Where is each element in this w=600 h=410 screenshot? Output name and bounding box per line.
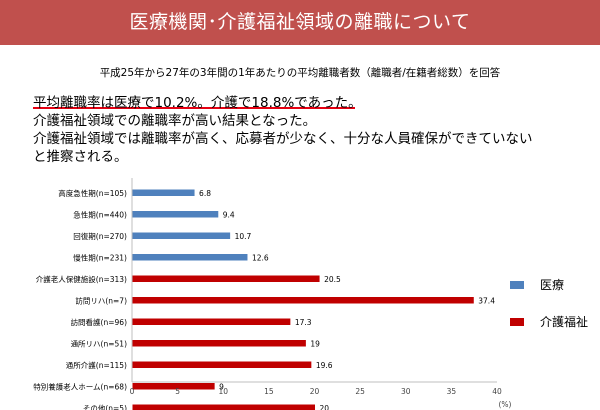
bar-chart: 高度急性期(n=105) 6.8 急性期(n=440) 9.4 回復期(n=270) 10… [33,178,588,410]
category-label: 通所リハ(n=51) [71,338,128,348]
value-label: 9 [219,382,224,391]
category-label: 通所介護(n=115) [66,360,127,370]
value-label: 17.3 [295,318,312,327]
bar [132,318,291,325]
x-tick-label: 15 [264,387,274,396]
value-label: 19.6 [316,361,333,370]
category-label: その他(n=5) [83,403,127,410]
bar [132,383,215,390]
category-label: 訪問看護(n=96) [71,317,128,327]
value-label: 9.4 [223,210,235,219]
value-label: 37.4 [478,296,495,305]
x-tick-label: 25 [355,387,365,396]
bar [132,189,195,196]
legend-swatch [510,318,524,326]
legend-label: 介護福祉 [540,314,588,329]
category-label: 介護老人保健施設(n=313) [36,274,127,284]
x-unit-label: (%) [499,400,512,409]
bar [132,211,219,218]
value-label: 20.5 [324,275,341,284]
bar [132,275,320,282]
value-label: 19 [310,339,320,348]
x-tick-label: 5 [175,387,180,396]
bar [132,297,474,304]
x-tick-label: 20 [310,387,320,396]
value-label: 12.6 [252,253,269,262]
summary-line-inference: 介護福祉領域では離職率が高く、応募者が少なく、十分な人員確保ができていない [33,131,533,147]
legend-swatch [510,281,524,289]
bar [132,404,315,410]
x-tick-label: 40 [492,387,502,396]
summary-line-average: 平均離職率は医療で10.2%。介護で18.8%であった。 [33,95,362,111]
category-label: 訪問リハ(n=7) [75,295,127,305]
value-label: 6.8 [199,189,211,198]
legend-label: 医療 [540,278,564,292]
category-label: 回復期(n=270) [73,231,127,241]
page-title: 医療機関･介護福祉領域の離職について [129,11,471,33]
bar [132,254,248,261]
category-label: 慢性期(n=231) [73,252,127,262]
bar [132,232,231,239]
category-label: 高度急性期(n=105) [58,188,127,198]
x-tick-label: 30 [401,387,411,396]
value-label: 10.7 [235,232,252,241]
summary-line-inference-cont: と推察される。 [33,149,128,165]
x-tick-label: 0 [130,387,135,396]
summary-underline [33,107,355,109]
category-label: 急性期(n=440) [73,209,127,219]
summary-line-result: 介護福祉領域での離職率が高い結果となった。 [33,113,317,129]
chart-subtitle: 平成25年から27年の3年間の1年あたりの平均離職者数（離職者/在籍者総数）を回… [99,67,501,79]
x-tick-label: 35 [447,387,457,396]
value-label: 20 [320,404,330,410]
category-label: 特別養護老人ホーム(n=68) [33,381,127,391]
title-bar: 医療機関･介護福祉領域の離職について [0,0,600,45]
bar [132,361,312,368]
x-tick-label: 10 [218,387,228,396]
bar [132,340,306,347]
